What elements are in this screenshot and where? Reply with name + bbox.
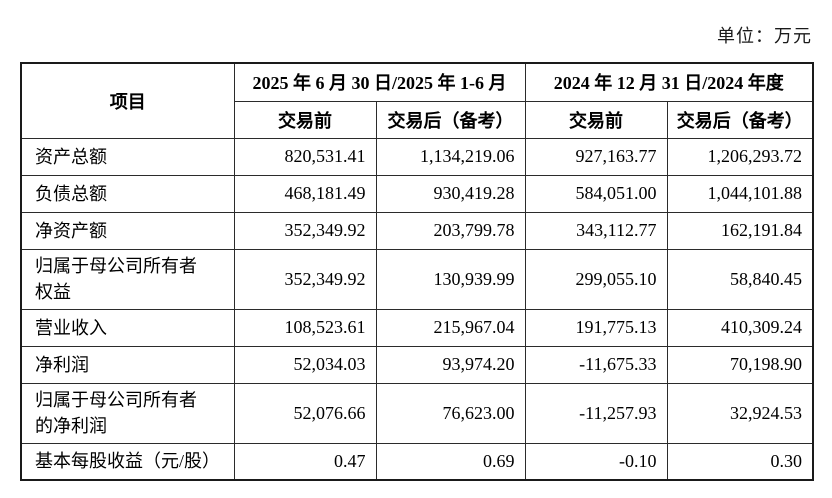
value-cell: 93,974.20 xyxy=(375,345,526,384)
row-label: 净利润 xyxy=(20,345,235,384)
value-cell: 343,112.77 xyxy=(524,211,668,250)
value-cell: 52,076.66 xyxy=(233,382,377,444)
row-label: 归属于母公司所有者 权益 xyxy=(20,248,235,310)
row-label: 营业收入 xyxy=(20,308,235,347)
value-cell: 299,055.10 xyxy=(524,248,668,310)
header-row-subcolumns: 交易前 交易后（备考） 交易前 交易后（备考） xyxy=(21,100,814,139)
row-label: 资产总额 xyxy=(20,137,235,176)
value-cell: 203,799.78 xyxy=(375,211,526,250)
value-cell: 76,623.00 xyxy=(375,382,526,444)
value-cell: 162,191.84 xyxy=(666,211,814,250)
value-cell: 352,349.92 xyxy=(233,248,377,310)
row-label: 基本每股收益（元/股） xyxy=(20,442,235,481)
value-cell: 58,840.45 xyxy=(666,248,814,310)
value-cell: 191,775.13 xyxy=(524,308,668,347)
table-row-total-liabilities: 负债总额 468,181.49 930,419.28 584,051.00 1,… xyxy=(20,174,814,213)
pre-transaction-2024-header: 交易前 xyxy=(524,100,668,139)
value-cell: 215,967.04 xyxy=(375,308,526,347)
value-cell: 32,924.53 xyxy=(666,382,814,444)
row-label: 净资产额 xyxy=(20,211,235,250)
value-cell: 1,134,219.06 xyxy=(375,137,526,176)
value-cell: 52,034.03 xyxy=(233,345,377,384)
value-cell: 0.69 xyxy=(375,442,526,481)
value-cell: 0.47 xyxy=(233,442,377,481)
header-row-periods: 项目 2025 年 6 月 30 日/2025 年 1-6 月 2024 年 1… xyxy=(20,62,814,139)
table-header: 项目 2025 年 6 月 30 日/2025 年 1-6 月 2024 年 1… xyxy=(20,62,814,139)
post-transaction-2025-header: 交易后（备考） xyxy=(375,100,526,139)
value-cell: 820,531.41 xyxy=(233,137,377,176)
row-label: 负债总额 xyxy=(20,174,235,213)
post-transaction-2024-header: 交易后（备考） xyxy=(666,100,814,139)
table-row-parent-equity: 归属于母公司所有者 权益 352,349.92 130,939.99 299,0… xyxy=(20,248,814,310)
table-row-total-assets: 资产总额 820,531.41 1,134,219.06 927,163.77 … xyxy=(20,137,814,176)
item-column-header: 项目 xyxy=(20,62,235,139)
table-row-basic-eps: 基本每股收益（元/股） 0.47 0.69 -0.10 0.30 xyxy=(20,442,814,481)
value-cell: 130,939.99 xyxy=(375,248,526,310)
value-cell: 1,206,293.72 xyxy=(666,137,814,176)
unit-label: 单位：万元 xyxy=(717,26,812,46)
table-body: 资产总额 820,531.41 1,134,219.06 927,163.77 … xyxy=(20,137,814,481)
value-cell: 584,051.00 xyxy=(524,174,668,213)
value-cell: 0.30 xyxy=(666,442,814,481)
value-cell: 108,523.61 xyxy=(233,308,377,347)
value-cell: 1,044,101.88 xyxy=(666,174,814,213)
value-cell: 930,419.28 xyxy=(375,174,526,213)
table-row-operating-revenue: 营业收入 108,523.61 215,967.04 191,775.13 41… xyxy=(20,308,814,347)
value-cell: -11,257.93 xyxy=(524,382,668,444)
table-row-net-profit: 净利润 52,034.03 93,974.20 -11,675.33 70,19… xyxy=(20,345,814,384)
value-cell: -11,675.33 xyxy=(524,345,668,384)
pro-forma-financials-table: 项目 2025 年 6 月 30 日/2025 年 1-6 月 2024 年 1… xyxy=(20,62,815,481)
period-2024-header: 2024 年 12 月 31 日/2024 年度 xyxy=(524,62,814,102)
value-cell: 70,198.90 xyxy=(666,345,814,384)
value-cell: 927,163.77 xyxy=(524,137,668,176)
row-label: 归属于母公司所有者 的净利润 xyxy=(20,382,235,444)
value-cell: 352,349.92 xyxy=(233,211,377,250)
pre-transaction-2025-header: 交易前 xyxy=(233,100,377,139)
value-cell: -0.10 xyxy=(524,442,668,481)
period-2025-header: 2025 年 6 月 30 日/2025 年 1-6 月 xyxy=(233,62,526,102)
table-row-net-assets: 净资产额 352,349.92 203,799.78 343,112.77 16… xyxy=(20,211,814,250)
table-row-parent-net-profit: 归属于母公司所有者 的净利润 52,076.66 76,623.00 -11,2… xyxy=(20,382,814,444)
value-cell: 468,181.49 xyxy=(233,174,377,213)
value-cell: 410,309.24 xyxy=(666,308,814,347)
